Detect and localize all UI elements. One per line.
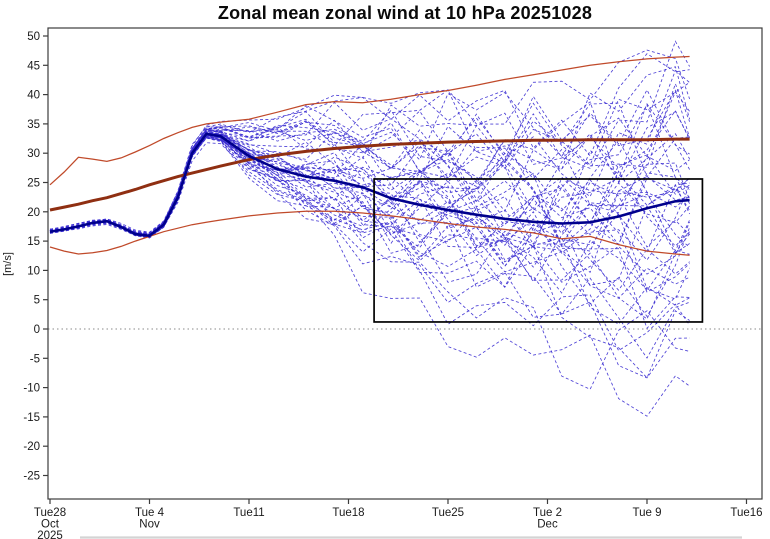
y-tick-label: 5: [34, 295, 40, 307]
y-tick-label: 45: [27, 60, 40, 72]
y-tick-label: -20: [23, 441, 40, 453]
x-tick-label: Tue28: [34, 507, 66, 519]
x-tick-label: Tue18: [332, 507, 364, 519]
y-axis-label: [m/s]: [2, 252, 14, 276]
x-tick-label: Dec: [537, 519, 558, 531]
y-tick-label: -5: [30, 353, 40, 365]
ensemble-member-line: [49, 137, 690, 379]
y-tick-label: -25: [23, 471, 40, 483]
ensemble-member-line: [49, 132, 690, 325]
y-tick-label: 40: [27, 90, 40, 102]
climatological-mean-line: [49, 137, 690, 212]
chart-title: Zonal mean zonal wind at 10 hPa 20251028: [217, 3, 593, 23]
y-tick-label: 10: [27, 265, 40, 277]
y-tick-label: -10: [23, 383, 40, 395]
ensemble-member-line: [49, 49, 691, 233]
plot-frame: [47, 27, 763, 500]
y-tick-label: 20: [27, 207, 40, 219]
ensemble-member-line: [49, 82, 690, 233]
highlight-box: [373, 178, 704, 323]
y-tick-label: 25: [27, 178, 40, 190]
ensemble-member-line: [49, 66, 691, 234]
ensemble-member-line: [49, 137, 690, 273]
climatology-lower-bound: [49, 210, 690, 256]
y-tick-label: 35: [27, 119, 40, 131]
ensemble-member-line: [49, 91, 690, 237]
y-tick-label: 30: [27, 148, 40, 160]
ensemble-member-line: [49, 102, 690, 235]
x-tick-label: Nov: [139, 519, 160, 531]
x-tick-label: Oct: [41, 519, 60, 531]
ensemble-member-line: [49, 132, 690, 261]
climatology-upper-bound: [49, 55, 690, 186]
ensemble-members: [49, 40, 691, 417]
y-tick-label: 15: [27, 236, 40, 248]
ensemble-member-line: [49, 132, 690, 283]
ensemble-member-line: [49, 133, 690, 320]
y-tick-label: -15: [23, 412, 40, 424]
ensemble-member-line: [49, 142, 690, 417]
plot-area: [48, 40, 762, 417]
ensemble-member-line: [49, 69, 690, 236]
x-tick-label: Tue25: [432, 507, 464, 519]
x-tick-label: Tue 4: [135, 507, 165, 519]
y-tick-label: 50: [27, 31, 40, 43]
y-tick-label: 0: [34, 324, 40, 336]
x-tick-label: Tue 2: [533, 507, 562, 519]
x-tick-label: 2025: [37, 530, 63, 539]
x-tick-label: Tue 9: [632, 507, 661, 519]
x-tick-label: Tue16: [730, 507, 762, 519]
x-tick-label: Tue11: [233, 507, 264, 519]
ensemble-mean-line: [49, 132, 690, 238]
ensemble-member-line: [49, 82, 690, 235]
ensemble-member-line: [49, 136, 690, 379]
